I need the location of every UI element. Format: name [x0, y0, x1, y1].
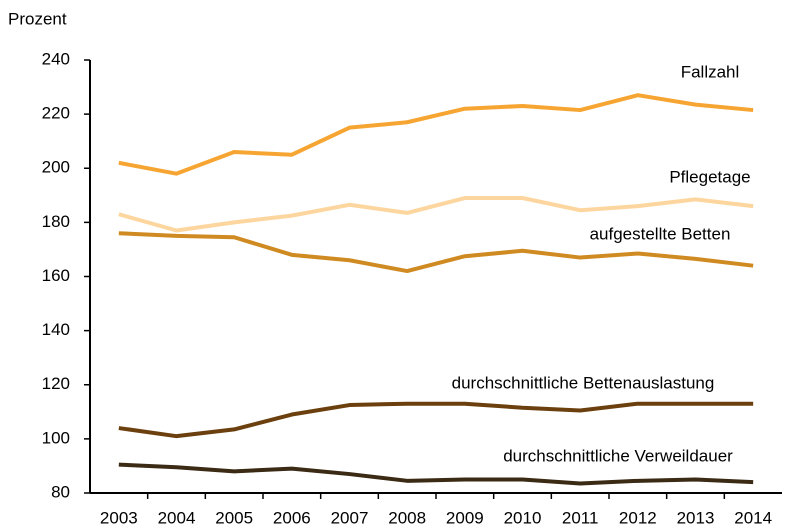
- series-line: [118, 196, 754, 233]
- x-tick-label: 2008: [388, 508, 426, 527]
- series-label: durchschnittliche Verweildauer: [503, 446, 733, 465]
- x-tick-label: 2004: [158, 508, 196, 527]
- series-line: [118, 93, 754, 176]
- series-label: durchschnittliche Bettenauslastung: [452, 373, 715, 392]
- x-tick-label: 2013: [677, 508, 715, 527]
- x-tick-label: 2005: [215, 508, 253, 527]
- series-line: [118, 231, 754, 274]
- y-tick-label: 200: [42, 158, 70, 177]
- x-tick-label: 2011: [562, 508, 599, 527]
- x-tick-label: 2010: [504, 508, 542, 527]
- series-line: [118, 401, 754, 439]
- x-tick-label: 2012: [619, 508, 657, 527]
- y-tick-label: 220: [42, 104, 70, 123]
- series-label: Pflegetage: [669, 167, 750, 186]
- x-tick-label: 2014: [734, 508, 772, 527]
- x-tick-label: 2007: [331, 508, 369, 527]
- x-tick-label: 2003: [100, 508, 138, 527]
- y-tick-label: 120: [42, 374, 70, 393]
- series-line: [118, 462, 754, 486]
- y-tick-label: 180: [42, 212, 70, 231]
- y-tick-label: 240: [42, 49, 70, 68]
- y-tick-label: 80: [51, 482, 70, 501]
- y-tick-label: 140: [42, 320, 70, 339]
- y-tick-label: 160: [42, 266, 70, 285]
- x-tick-label: 2006: [273, 508, 311, 527]
- y-tick-label: 100: [42, 428, 70, 447]
- y-axis-label: Prozent: [8, 9, 67, 28]
- x-tick-label: 2009: [446, 508, 484, 527]
- series-label: Fallzahl: [681, 62, 740, 81]
- series-label: aufgestellte Betten: [590, 224, 731, 243]
